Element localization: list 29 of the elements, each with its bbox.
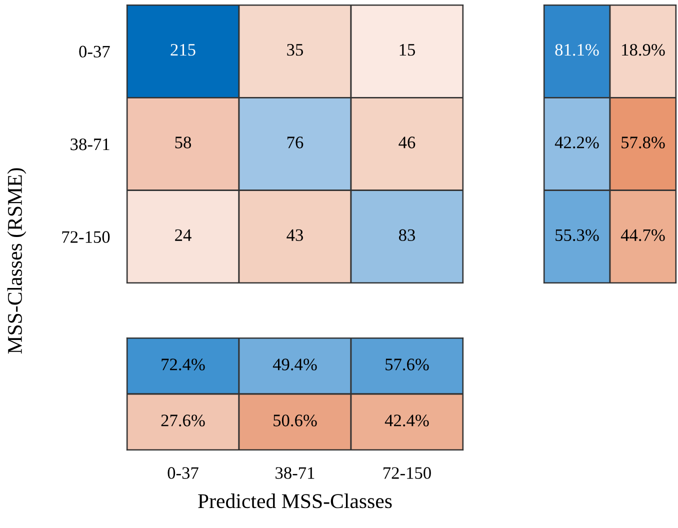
data-label: 57.6% — [386, 358, 429, 370]
data-label: 57.8% — [622, 136, 665, 148]
y-tick-label: 38-71 — [70, 138, 110, 150]
data-label: 215 — [170, 44, 196, 56]
data-label: 83 — [398, 229, 415, 242]
y-axis-title: MSS-Classes (RSME) — [7, 168, 26, 354]
y-tick-label: 72-150 — [62, 231, 110, 243]
data-label: 76 — [287, 136, 304, 148]
data-label: 15 — [400, 44, 415, 56]
data-label: 46 — [398, 136, 416, 148]
y-tick-label: 0-37 — [79, 46, 110, 58]
x-tick-label: 0-37 — [168, 467, 198, 479]
x-axis-title: Predicted MSS-Classes — [198, 494, 392, 508]
data-label: 35 — [287, 44, 303, 56]
data-label: 50.6% — [274, 414, 317, 426]
data-label: 49.4% — [272, 358, 317, 370]
data-label: 18.9% — [622, 44, 665, 56]
x-tick-label: 72-150 — [384, 467, 431, 479]
data-label: 43 — [286, 229, 303, 242]
data-label: 55.3% — [556, 229, 599, 242]
data-label: 81.1% — [555, 44, 599, 56]
data-label: 42.2% — [554, 136, 599, 148]
data-label: 42.4% — [384, 414, 429, 426]
data-label: 72.4% — [162, 358, 205, 370]
data-label: 58 — [175, 136, 192, 148]
data-label: 24 — [175, 229, 192, 241]
x-tick-label: 38-71 — [276, 467, 314, 479]
data-label: 44.7% — [620, 229, 665, 242]
data-label: 27.6% — [161, 414, 205, 426]
